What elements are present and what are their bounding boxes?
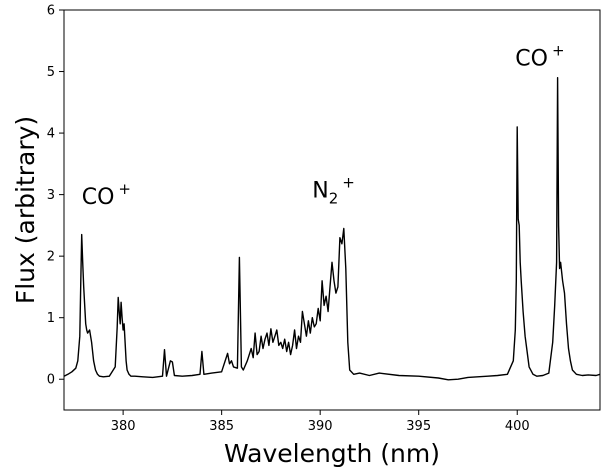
- annotation-subscript: 2: [329, 190, 339, 208]
- x-tick-label: 390: [308, 419, 333, 434]
- annotation-superscript: +: [552, 41, 565, 59]
- annotation-superscript: +: [342, 174, 355, 192]
- annotation-base: CO: [82, 185, 115, 210]
- series-line: [63, 77, 601, 381]
- y-tick-label: 0: [47, 373, 55, 388]
- y-tick-label: 6: [47, 4, 55, 19]
- y-tick-label: 1: [47, 311, 55, 326]
- y-tick-label: 5: [47, 65, 55, 80]
- ticks: 380 385 390 395 400 0 1 2 3 4 5 6: [47, 4, 530, 435]
- annotation-base: N: [312, 179, 328, 204]
- annotation-label: CO +: [515, 41, 564, 71]
- y-tick-label: 4: [47, 127, 55, 142]
- x-tick-label: 380: [111, 419, 136, 434]
- x-tick-label: 395: [406, 419, 431, 434]
- x-tick-label: 400: [505, 419, 530, 434]
- x-axis-label: Wavelength (nm): [224, 439, 440, 468]
- annotation-label: N2+: [312, 174, 355, 208]
- x-tick-label: 385: [209, 419, 234, 434]
- plot-frame: [63, 9, 601, 411]
- y-tick-label: 2: [47, 250, 55, 265]
- y-tick-label: 3: [47, 188, 55, 203]
- y-axis-label: Flux (arbitrary): [11, 116, 40, 304]
- annotation-superscript: +: [118, 180, 131, 198]
- annotations: CO + N2+CO +: [82, 41, 565, 209]
- annotation-base: CO: [515, 46, 548, 71]
- annotation-label: CO +: [82, 180, 131, 210]
- plot-area: [64, 10, 600, 410]
